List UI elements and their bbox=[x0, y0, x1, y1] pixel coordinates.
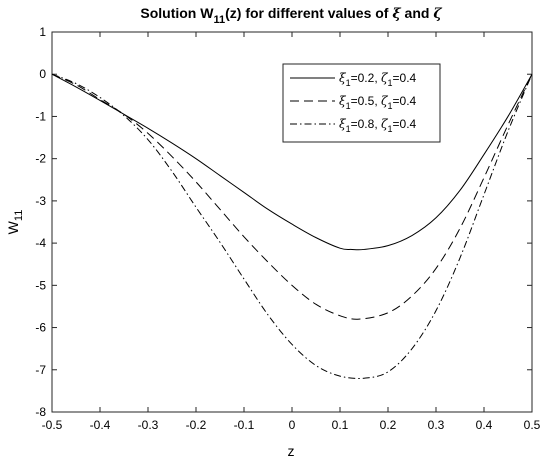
title-greek-xi: ξ bbox=[392, 6, 401, 22]
legend-val2: =0.4 bbox=[393, 117, 417, 131]
legend-val2: =0.4 bbox=[393, 71, 417, 85]
y-tick-label: -7 bbox=[35, 363, 46, 377]
chart-title: Solution W11(z) for different values of … bbox=[140, 5, 442, 26]
legend-val2: =0.4 bbox=[393, 94, 417, 108]
legend-label-2: ξ1=0.5, ζ1=0.4 bbox=[339, 94, 417, 111]
legend-sym1: ξ bbox=[339, 94, 347, 108]
y-label-base: W bbox=[5, 220, 21, 234]
legend-sym2: ζ bbox=[381, 71, 389, 85]
y-tick-label: 0 bbox=[39, 67, 46, 81]
legend-label-3: ξ1=0.8, ζ1=0.4 bbox=[339, 117, 417, 134]
x-tick-label: 0.2 bbox=[380, 418, 397, 432]
x-tick-label: 0.1 bbox=[332, 418, 349, 432]
y-tick-label: -3 bbox=[35, 194, 46, 208]
title-prefix: Solution W bbox=[140, 5, 214, 21]
series-line-2 bbox=[51, 73, 533, 320]
title-greek-zeta: ζ bbox=[433, 6, 442, 22]
y-tick-label: -5 bbox=[35, 278, 46, 292]
x-tick-label: 0.5 bbox=[524, 418, 541, 432]
x-tick-label: -0.5 bbox=[42, 418, 63, 432]
y-tick-label: -8 bbox=[35, 405, 46, 419]
x-tick-label: 0 bbox=[289, 418, 296, 432]
series-line-1 bbox=[51, 73, 533, 251]
legend-val1: =0.8, bbox=[351, 117, 381, 131]
legend-sub2: 1 bbox=[388, 78, 393, 88]
legend-val1: =0.5, bbox=[351, 94, 381, 108]
legend-sub2: 1 bbox=[388, 101, 393, 111]
title-and: and bbox=[401, 5, 434, 21]
x-tick-label: -0.2 bbox=[186, 418, 207, 432]
legend-label-1: ξ1=0.2, ζ1=0.4 bbox=[339, 71, 417, 88]
legend-sub2: 1 bbox=[388, 124, 393, 134]
title-middle: (z) for different values of bbox=[225, 5, 392, 21]
legend-sym2: ζ bbox=[381, 117, 389, 131]
legend-val1: =0.2, bbox=[351, 71, 381, 85]
y-tick-label: -4 bbox=[35, 236, 46, 250]
legend-sub1: 1 bbox=[346, 78, 351, 88]
x-tick-label: -0.3 bbox=[138, 418, 159, 432]
series-line-3 bbox=[51, 73, 533, 379]
legend-sym1: ξ bbox=[339, 117, 347, 131]
legend-box bbox=[282, 63, 441, 143]
y-tick-label: 1 bbox=[39, 25, 46, 39]
plot-area: -0.5 -0.4 -0.3 -0.2 -0.1 0 0.1 0.2 0.3 0.4 0.5 -8 -7… bbox=[35, 25, 540, 432]
title-subscript: 11 bbox=[213, 14, 225, 26]
x-tick-label: 0.3 bbox=[428, 418, 445, 432]
x-tick-label: -0.1 bbox=[234, 418, 255, 432]
x-axis-label: z bbox=[288, 443, 295, 459]
y-label-subscript: 11 bbox=[13, 210, 25, 221]
legend: ξ1=0.2, ζ1=0.4ξ1=0.5, ζ1=0.4ξ1=0.8, ζ1=0… bbox=[282, 63, 441, 143]
legend-sub1: 1 bbox=[346, 101, 351, 111]
y-tick-label: -2 bbox=[35, 152, 46, 166]
x-tick-label: -0.4 bbox=[90, 418, 111, 432]
x-tick-label: 0.4 bbox=[476, 418, 493, 432]
legend-sym2: ζ bbox=[381, 94, 389, 108]
y-tick-label: -6 bbox=[35, 321, 46, 335]
y-tick-label: -1 bbox=[35, 109, 46, 123]
legend-sub1: 1 bbox=[346, 124, 351, 134]
y-axis-label: W11 bbox=[5, 210, 25, 235]
legend-sym1: ξ bbox=[339, 71, 347, 85]
